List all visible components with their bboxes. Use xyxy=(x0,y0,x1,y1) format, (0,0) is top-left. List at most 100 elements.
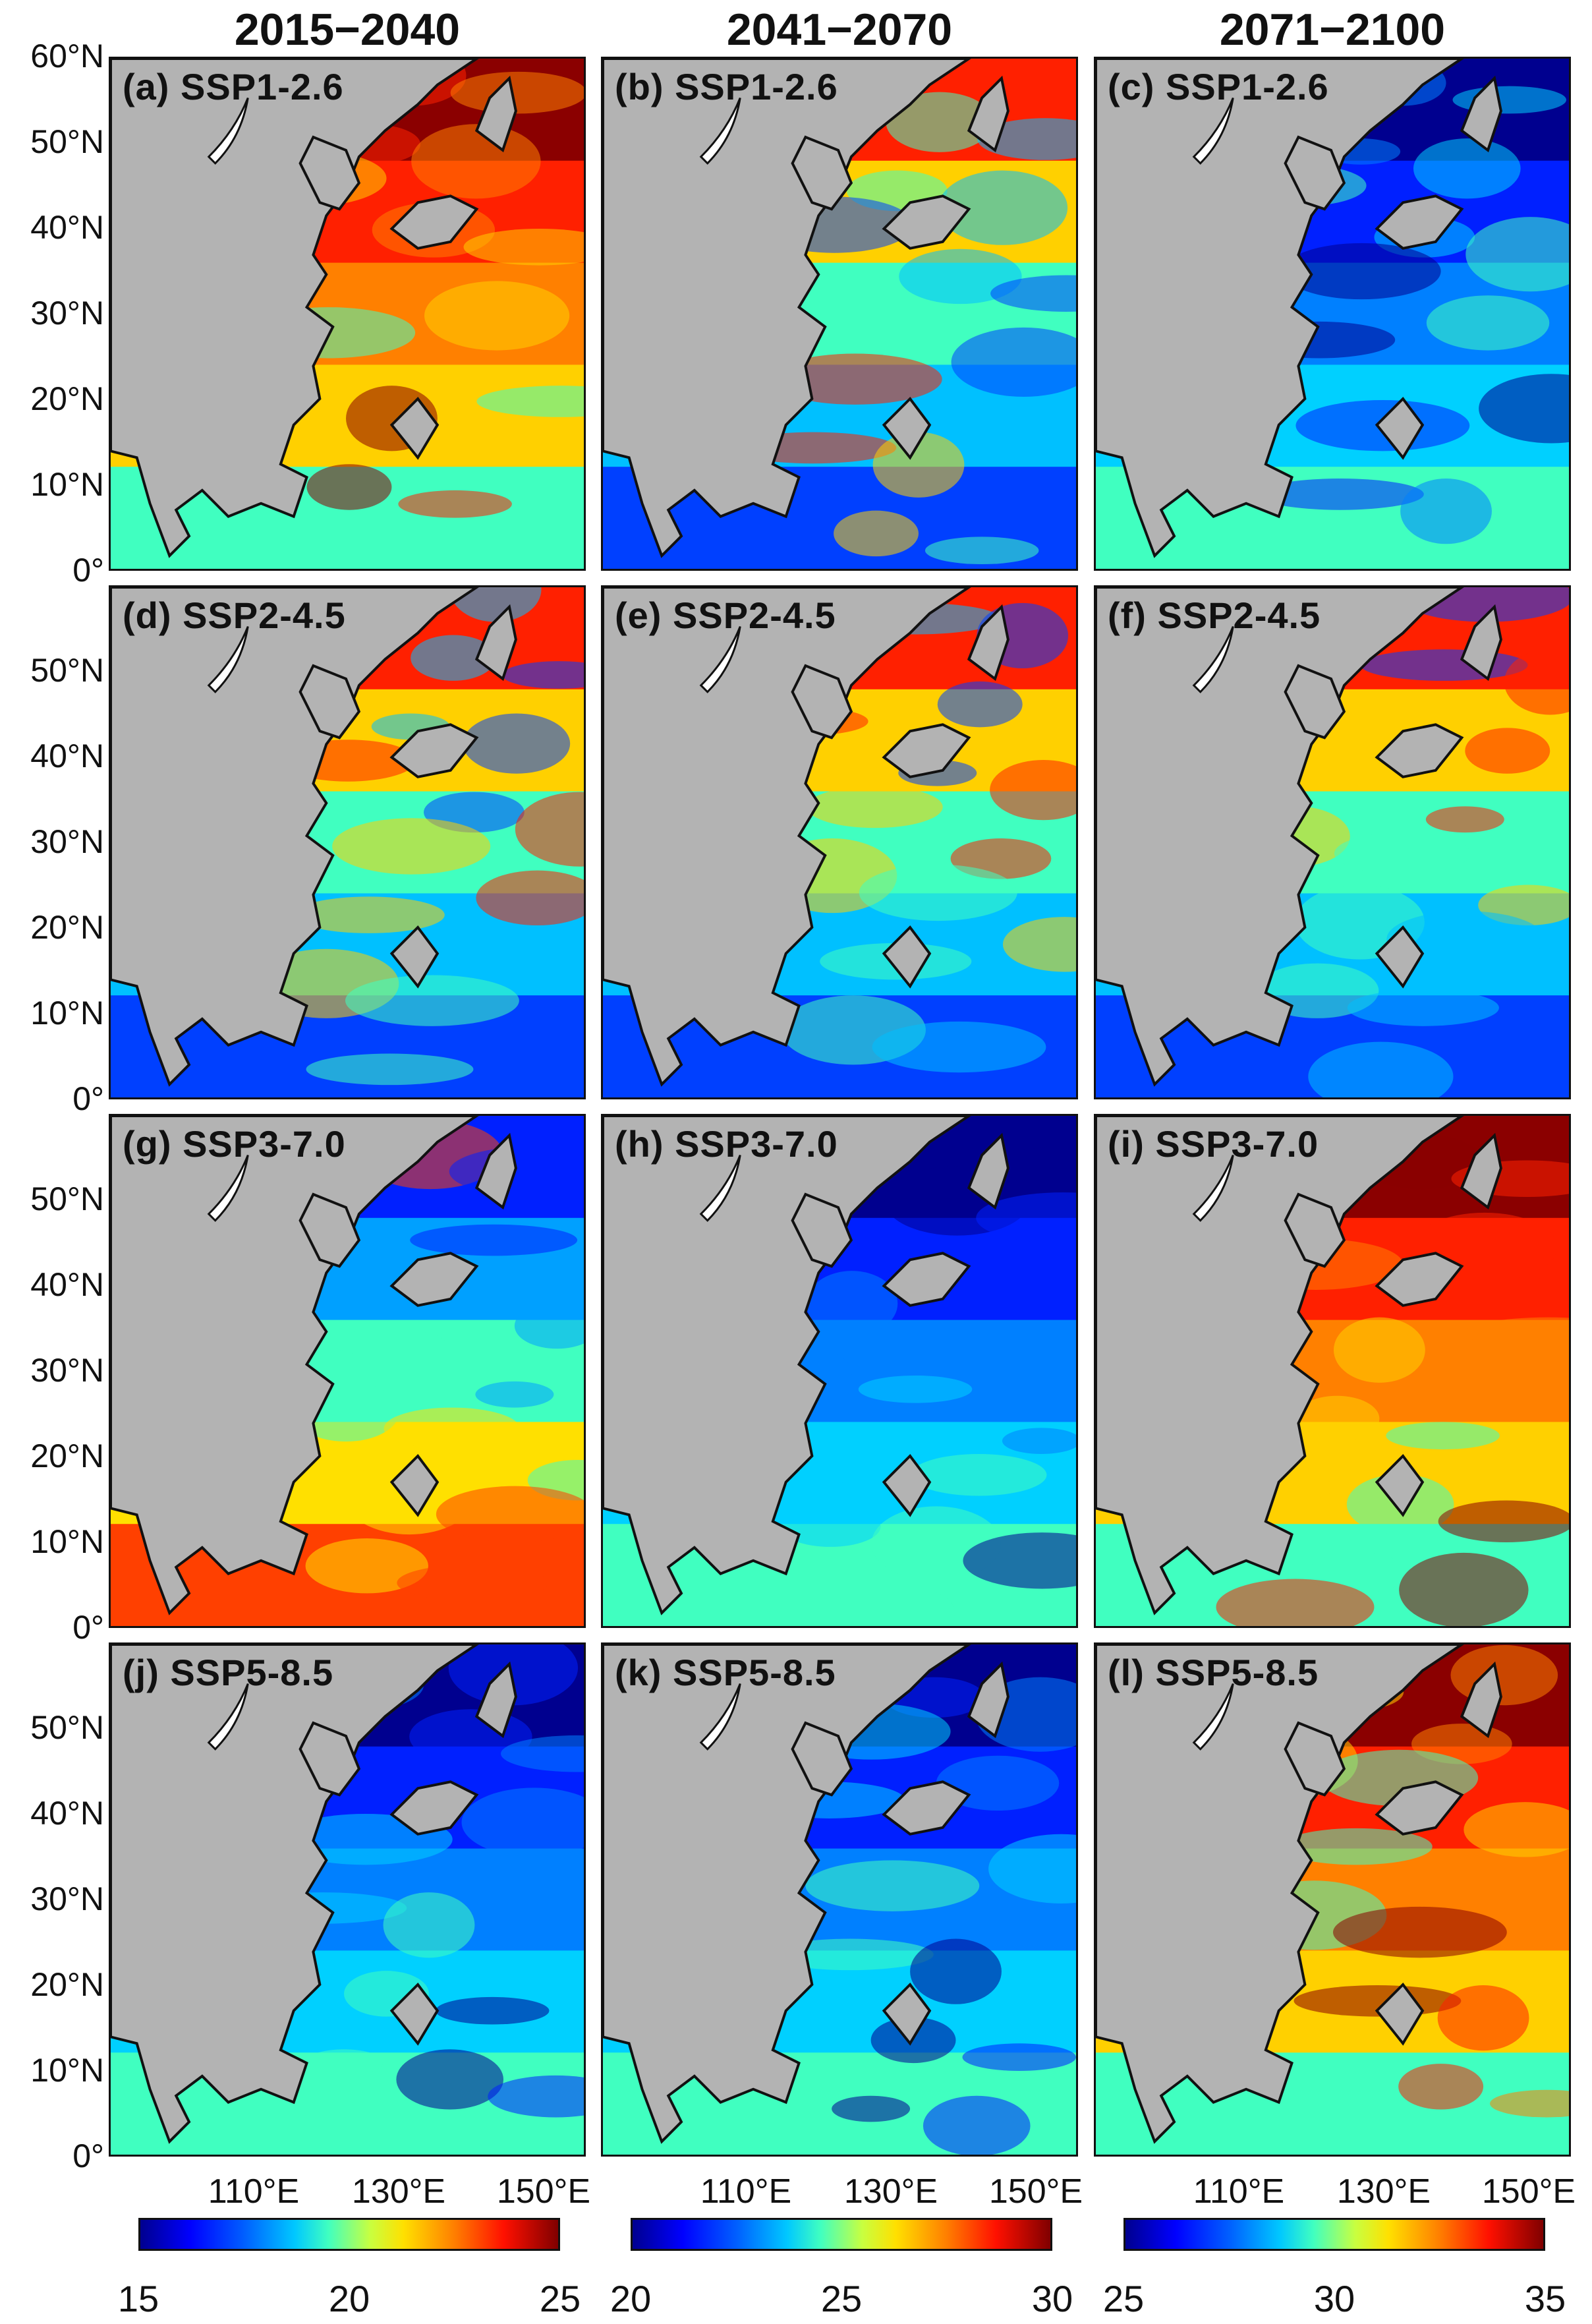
y-tick-label: 20°N xyxy=(30,1438,104,1474)
ocean-blotch xyxy=(858,1375,973,1403)
ocean-blotch xyxy=(293,896,445,933)
ocean-blotch xyxy=(910,1938,1002,2004)
ocean-blotch xyxy=(383,1892,475,1958)
ocean-blotch xyxy=(306,1053,474,1086)
ocean-blotch xyxy=(832,2095,911,2122)
land-mass xyxy=(111,1644,479,2144)
map-field xyxy=(1096,587,1569,1097)
colorbar-tick-label: 30 xyxy=(1031,2278,1073,2319)
map-panel: (f) SSP2-4.5 xyxy=(1094,585,1571,1099)
y-tick-label: 10°N xyxy=(30,466,104,503)
ocean-blotch xyxy=(1308,1041,1454,1097)
y-tick-label: 30°N xyxy=(30,295,104,332)
ocean-blotch xyxy=(951,327,1076,397)
land-mass xyxy=(1096,1644,1464,2144)
lake-baikal xyxy=(699,1683,741,1751)
island xyxy=(882,925,932,989)
island xyxy=(474,1661,517,1739)
panel-label: (e) SSP2-4.5 xyxy=(615,595,836,636)
y-tick-label: 0° xyxy=(72,1609,104,1646)
y-tick-label: 0° xyxy=(72,552,104,589)
ocean-blotch xyxy=(1333,1317,1425,1383)
map-panel: (a) SSP1-2.6 xyxy=(109,57,586,571)
lake-baikal xyxy=(207,1154,249,1222)
ocean-blotch xyxy=(1282,243,1441,300)
ocean-blotch xyxy=(832,1584,955,1626)
island xyxy=(1284,1721,1346,1797)
ocean-blotch xyxy=(331,1329,445,1357)
ocean-blotch xyxy=(463,229,584,266)
ocean-blotch xyxy=(475,1381,554,1408)
ocean-blotch xyxy=(1413,138,1521,199)
colorbar-tick-label: 25 xyxy=(1102,2278,1145,2319)
x-tick-label: 110°E xyxy=(700,2172,792,2211)
colorbar-tick-label: 25 xyxy=(539,2278,581,2319)
ocean-blotch xyxy=(911,1454,1047,1496)
x-tick-label: 150°E xyxy=(988,2172,1083,2211)
y-tick-label: 20°N xyxy=(30,909,104,946)
map-panel: (d) SSP2-4.5 xyxy=(109,585,586,1099)
ocean-blotch xyxy=(1294,1395,1380,1442)
island xyxy=(389,1780,479,1836)
x-tick-label: 150°E xyxy=(496,2172,591,2211)
ocean-blotch xyxy=(962,2043,1076,2071)
ocean-blotch xyxy=(1347,989,1499,1026)
ocean-blotch xyxy=(1334,832,1471,875)
ocean-blotch xyxy=(398,490,512,518)
map-panel: (h) SSP3-7.0 xyxy=(601,1114,1078,1628)
lake-baikal xyxy=(1192,1683,1234,1751)
ocean-blotch xyxy=(1332,1906,1507,1958)
ocean-blotch xyxy=(448,1644,579,1706)
island xyxy=(474,75,517,153)
map-panel: (g) SSP3-7.0 xyxy=(109,1114,586,1628)
island xyxy=(882,396,932,460)
ocean-blotch xyxy=(1438,1500,1569,1542)
land-mass xyxy=(603,587,971,1087)
map-field xyxy=(603,1116,1076,1626)
island xyxy=(298,664,361,740)
island xyxy=(1375,194,1464,250)
ocean-blotch xyxy=(924,537,1039,565)
island xyxy=(967,604,1009,682)
island xyxy=(389,1982,440,2046)
ocean-blotch xyxy=(304,2049,384,2076)
ocean-blotch xyxy=(1280,1828,1433,1865)
lake-baikal xyxy=(699,97,741,165)
island xyxy=(1460,75,1502,153)
island xyxy=(882,1982,932,2046)
ocean-blotch xyxy=(886,92,994,152)
ocean-blotch xyxy=(463,713,571,774)
ocean-blotch xyxy=(1490,2089,1569,2118)
ocean-blotch xyxy=(345,975,519,1026)
lake-baikal xyxy=(699,625,741,693)
island xyxy=(882,1780,971,1836)
ocean-blotch xyxy=(1282,754,1396,782)
x-tick-label: 110°E xyxy=(208,2172,300,2211)
island xyxy=(298,135,361,211)
y-tick-label: 20°N xyxy=(30,380,104,417)
panel-label: (c) SSP1-2.6 xyxy=(1108,66,1329,107)
map-panel: (k) SSP5-8.5 xyxy=(601,1642,1078,2157)
ocean-blotch xyxy=(449,587,542,622)
y-tick-label: 30°N xyxy=(30,823,104,860)
ocean-blotch xyxy=(1386,911,1545,968)
ocean-blotch xyxy=(1464,1802,1569,1857)
land-mass xyxy=(1096,587,1464,1087)
land-mass xyxy=(111,1116,479,1615)
ocean-blotch xyxy=(411,124,541,199)
ocean-blotch xyxy=(332,818,491,875)
y-tick-label: 0° xyxy=(72,1080,104,1117)
map-field xyxy=(111,1644,584,2155)
panel-label: (a) SSP1-2.6 xyxy=(123,66,344,107)
island xyxy=(389,925,440,989)
ocean-blotch xyxy=(396,2049,504,2110)
island xyxy=(298,1192,361,1268)
y-tick-label: 40°N xyxy=(30,1795,104,1832)
panel-label: (j) SSP5-8.5 xyxy=(123,1652,334,1693)
island xyxy=(1375,1252,1464,1307)
y-tick-label: 0° xyxy=(72,2137,104,2174)
ocean-blotch xyxy=(476,386,584,417)
map-field xyxy=(111,59,584,569)
ocean-blotch xyxy=(923,2095,1031,2155)
ocean-blotch xyxy=(1504,649,1569,715)
